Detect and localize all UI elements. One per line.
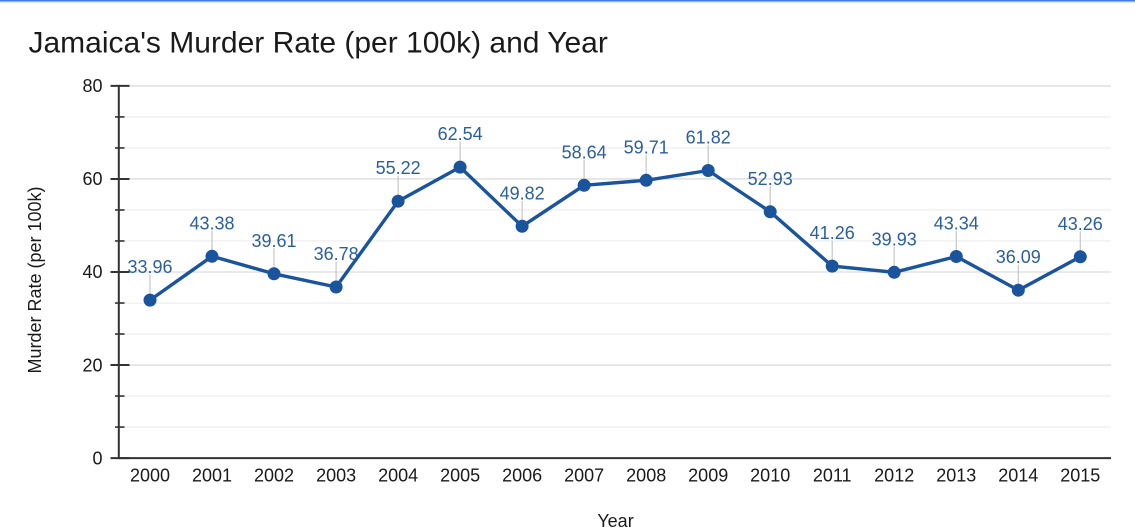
- svg-text:33.96: 33.96: [127, 257, 172, 277]
- svg-text:2003: 2003: [316, 466, 356, 486]
- svg-text:Murder Rate (per 100k): Murder Rate (per 100k): [25, 186, 45, 373]
- svg-text:36.09: 36.09: [996, 247, 1041, 267]
- svg-text:60: 60: [82, 169, 102, 189]
- svg-text:43.38: 43.38: [189, 213, 234, 233]
- svg-text:59.71: 59.71: [624, 137, 669, 157]
- svg-text:2014: 2014: [998, 466, 1038, 486]
- svg-text:39.93: 39.93: [872, 229, 917, 249]
- svg-text:2002: 2002: [254, 466, 294, 486]
- svg-text:40: 40: [82, 262, 102, 282]
- svg-text:2001: 2001: [192, 466, 232, 486]
- svg-text:58.64: 58.64: [562, 142, 607, 162]
- svg-text:2008: 2008: [626, 466, 666, 486]
- svg-text:2004: 2004: [378, 466, 418, 486]
- svg-text:Year: Year: [597, 511, 633, 531]
- svg-text:0: 0: [92, 448, 102, 468]
- svg-text:2006: 2006: [502, 466, 542, 486]
- svg-text:20: 20: [82, 355, 102, 375]
- svg-text:41.26: 41.26: [810, 223, 855, 243]
- svg-text:2005: 2005: [440, 466, 480, 486]
- svg-text:43.26: 43.26: [1058, 214, 1103, 234]
- svg-text:39.61: 39.61: [251, 231, 296, 251]
- svg-text:49.82: 49.82: [500, 183, 545, 203]
- svg-text:62.54: 62.54: [438, 124, 483, 144]
- svg-text:61.82: 61.82: [686, 128, 731, 148]
- svg-text:2000: 2000: [130, 466, 170, 486]
- svg-text:Jamaica's Murder Rate (per 100: Jamaica's Murder Rate (per 100k) and Yea…: [29, 26, 608, 59]
- svg-text:2011: 2011: [813, 466, 852, 486]
- svg-text:52.93: 52.93: [748, 169, 793, 189]
- svg-text:2009: 2009: [688, 466, 728, 486]
- svg-text:2013: 2013: [936, 466, 976, 486]
- svg-text:2015: 2015: [1060, 466, 1100, 486]
- svg-text:43.34: 43.34: [934, 214, 979, 234]
- svg-text:80: 80: [82, 76, 102, 96]
- svg-text:55.22: 55.22: [376, 158, 421, 178]
- svg-text:2010: 2010: [750, 466, 790, 486]
- svg-text:2012: 2012: [874, 466, 914, 486]
- svg-text:36.78: 36.78: [314, 244, 359, 264]
- svg-text:2007: 2007: [564, 466, 604, 486]
